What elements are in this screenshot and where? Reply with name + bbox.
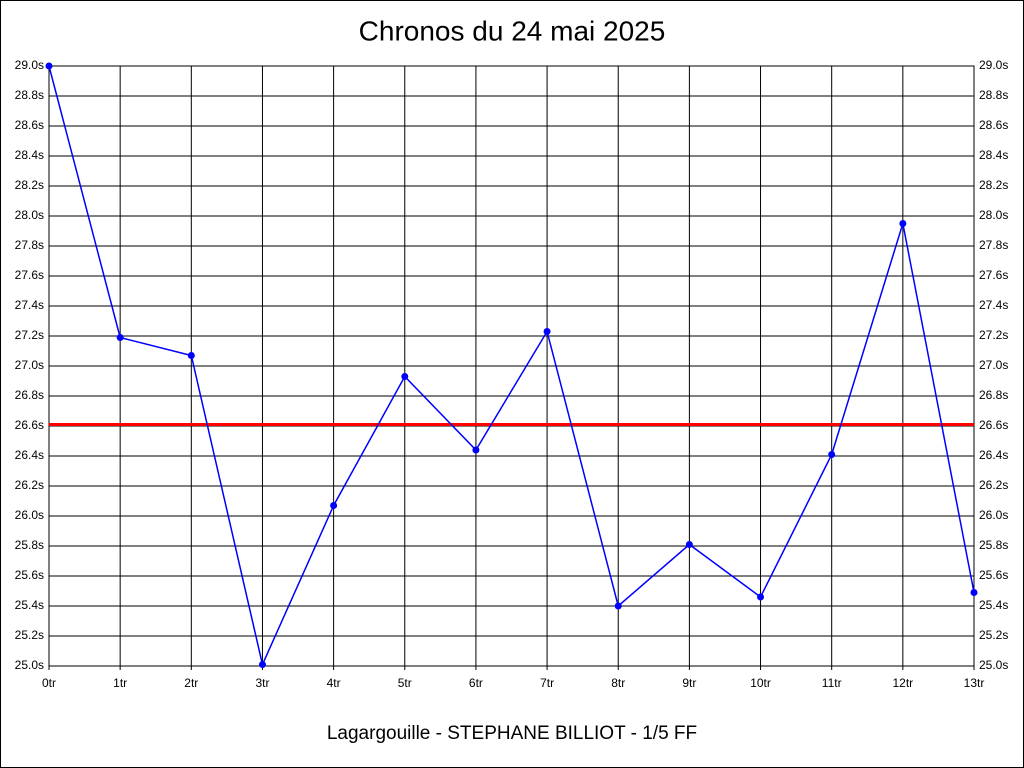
y2-tick-label: 26.8s bbox=[979, 388, 1008, 402]
data-point bbox=[970, 589, 978, 596]
y-tick-label: 27.2s bbox=[15, 328, 44, 342]
y-tick-label: 28.8s bbox=[15, 88, 44, 102]
data-point bbox=[899, 220, 907, 227]
y2-tick-label: 25.4s bbox=[979, 598, 1008, 612]
x-tick-label: 8tr bbox=[611, 676, 625, 690]
y-tick-label: 25.8s bbox=[15, 538, 44, 552]
x-tick-label: 12tr bbox=[893, 676, 914, 690]
y2-tick-label: 26.0s bbox=[979, 508, 1008, 522]
x-tick-label: 4tr bbox=[327, 676, 341, 690]
y2-tick-label: 26.2s bbox=[979, 478, 1008, 492]
data-point bbox=[401, 373, 409, 380]
y-tick-label: 25.6s bbox=[15, 568, 44, 582]
y2-tick-label: 27.4s bbox=[979, 298, 1008, 312]
y2-tick-label: 25.2s bbox=[979, 628, 1008, 642]
data-point bbox=[116, 334, 124, 341]
y2-tick-label: 28.6s bbox=[979, 118, 1008, 132]
data-point bbox=[472, 446, 480, 454]
data-point bbox=[187, 352, 195, 359]
chart-title: Chronos du 24 mai 2025 bbox=[359, 15, 666, 46]
data-point bbox=[258, 661, 266, 668]
y2-tick-label: 25.6s bbox=[979, 568, 1008, 582]
x-tick-label: 13tr bbox=[964, 676, 985, 690]
y2-tick-label: 27.0s bbox=[979, 358, 1008, 372]
y-tick-label: 27.6s bbox=[15, 268, 44, 282]
y-tick-label: 26.2s bbox=[15, 478, 44, 492]
x-tick-label: 9tr bbox=[682, 676, 696, 690]
y2-tick-label: 29.0s bbox=[979, 58, 1008, 72]
data-point bbox=[45, 62, 53, 70]
x-tick-label: 5tr bbox=[398, 676, 412, 690]
y2-tick-label: 27.2s bbox=[979, 328, 1008, 342]
data-point bbox=[757, 593, 765, 601]
y-tick-label: 26.4s bbox=[15, 448, 44, 462]
y2-tick-label: 25.0s bbox=[979, 658, 1008, 672]
data-point bbox=[685, 541, 693, 548]
y2-tick-label: 26.6s bbox=[979, 418, 1008, 432]
data-line bbox=[48, 65, 975, 667]
y2-tick-label: 28.8s bbox=[979, 88, 1008, 102]
y-tick-label: 28.0s bbox=[15, 208, 44, 222]
y-tick-label: 27.4s bbox=[15, 298, 44, 312]
y-tick-label: 25.0s bbox=[15, 658, 44, 672]
y-tick-label: 28.6s bbox=[15, 118, 44, 132]
y2-tick-label: 27.6s bbox=[979, 268, 1008, 282]
x-tick-label: 6tr bbox=[469, 676, 483, 690]
y2-tick-label: 26.4s bbox=[979, 448, 1008, 462]
data-point bbox=[330, 502, 338, 509]
y2-tick-label: 25.8s bbox=[979, 538, 1008, 552]
y-tick-label: 28.2s bbox=[15, 178, 44, 192]
y-tick-label: 28.4s bbox=[15, 148, 44, 162]
y2-tick-label: 28.0s bbox=[979, 208, 1008, 222]
y2-tick-label: 27.8s bbox=[979, 238, 1008, 252]
x-tick-label: 10tr bbox=[750, 676, 771, 690]
x-tick-label: 7tr bbox=[540, 676, 554, 690]
data-point bbox=[614, 602, 622, 610]
data-point bbox=[543, 328, 551, 335]
y-tick-label: 29.0s bbox=[15, 58, 44, 72]
y-tick-label: 27.0s bbox=[15, 358, 44, 372]
y-tick-label: 25.2s bbox=[15, 628, 44, 642]
y-tick-label: 27.8s bbox=[15, 238, 44, 252]
y-tick-label: 26.6s bbox=[15, 418, 44, 432]
x-tick-label: 11tr bbox=[822, 676, 842, 690]
subtitle: Lagargouille - STEPHANE BILLIOT - 1/5 FF bbox=[327, 723, 697, 744]
y-tick-label: 26.8s bbox=[15, 388, 44, 402]
y2-tick-label: 28.2s bbox=[979, 178, 1008, 192]
x-tick-label: 1tr bbox=[113, 676, 127, 690]
y-tick-label: 26.0s bbox=[15, 508, 44, 522]
y-tick-label: 25.4s bbox=[15, 598, 44, 612]
data-point bbox=[828, 451, 836, 458]
x-tick-label: 2tr bbox=[184, 676, 198, 690]
y2-tick-label: 28.4s bbox=[979, 148, 1008, 162]
x-tick-label: 3tr bbox=[255, 676, 269, 690]
x-tick-label: 0tr bbox=[42, 676, 56, 690]
